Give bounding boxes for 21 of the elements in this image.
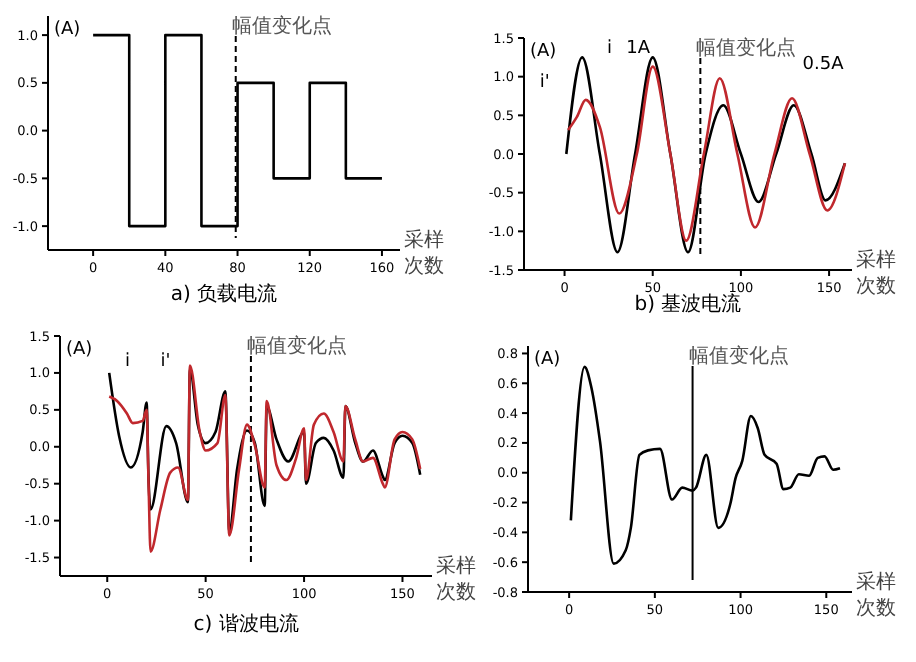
text: a) 负载电流 — [170, 282, 278, 306]
y-axis-title: (A) — [54, 20, 81, 40]
x-axis-title: 采样次数 — [404, 228, 444, 278]
y-axis-title: (A) — [530, 42, 557, 62]
y-axis-title: (A) — [534, 350, 561, 370]
text: c) 谐波电流 — [193, 612, 299, 636]
y-axis-title: (A) — [66, 340, 93, 360]
x-axis-title: 采样次数 — [436, 554, 476, 604]
ref-line-label: 幅值变化点 — [688, 344, 789, 368]
ref-line-label: 幅值变化点 — [246, 334, 347, 358]
annotation: 0.5A — [802, 54, 846, 75]
ref-line-label: 幅值变化点 — [696, 36, 797, 60]
ref-line-label: 幅值变化点 — [231, 14, 332, 38]
x-axis-title: 采样次数 — [856, 570, 896, 620]
annotation: i' — [160, 351, 171, 372]
text: b) 基波电流 — [634, 292, 742, 316]
annotation: 1A — [626, 39, 652, 60]
annotation: i' — [539, 72, 550, 93]
annotation: i — [124, 351, 130, 372]
x-axis-title: 采样次数 — [856, 248, 896, 298]
annotation: i — [606, 39, 612, 60]
